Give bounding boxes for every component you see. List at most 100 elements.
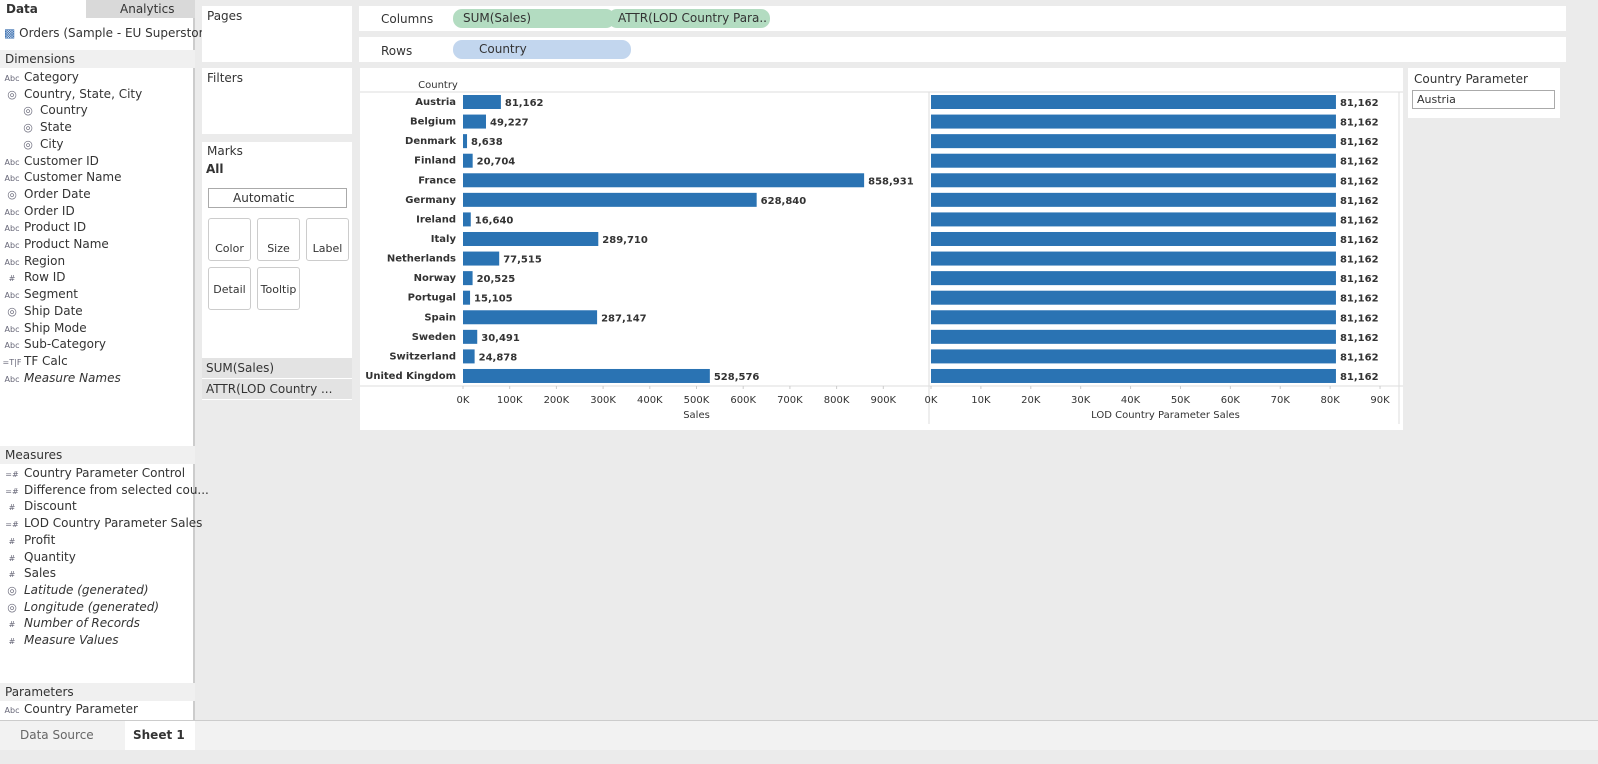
- field[interactable]: Abc Country Parameter: [0, 701, 138, 718]
- x-tick-label: 900K: [870, 395, 896, 406]
- field[interactable]: # Profit: [0, 532, 56, 549]
- field[interactable]: =T|F TF Calc: [0, 353, 68, 370]
- field[interactable]: ◎ Longitude (generated): [0, 599, 159, 616]
- value-label: 81,162: [1340, 333, 1379, 344]
- row-label: France: [418, 175, 456, 186]
- parameter-dropdown[interactable]: Austria: [1412, 90, 1555, 109]
- mark-card-field[interactable]: ATTR(LOD Country ...: [202, 379, 352, 399]
- field[interactable]: Abc Product ID: [0, 219, 87, 236]
- field[interactable]: Abc Measure Names: [0, 370, 121, 387]
- tab[interactable]: Sheet 1: [125, 721, 195, 750]
- field[interactable]: ◎ Country: [0, 102, 88, 119]
- field[interactable]: =# LOD Country Parameter Sales: [0, 515, 202, 532]
- mark-type-dropdown[interactable]: Automatic: [208, 188, 347, 208]
- field[interactable]: # Row ID: [0, 269, 66, 286]
- value-label: 858,931: [868, 176, 914, 187]
- field[interactable]: Abc Sub-Category: [0, 336, 106, 353]
- bar: [463, 212, 471, 227]
- value-label: 81,162: [1340, 274, 1379, 285]
- field-icon: ◎: [23, 104, 33, 118]
- tab[interactable]: Data Source: [20, 728, 94, 742]
- value-label: 8,638: [471, 137, 503, 148]
- value-label: 81,162: [1340, 313, 1379, 324]
- field[interactable]: Abc Order ID: [0, 203, 75, 220]
- tab[interactable]: Data: [0, 0, 86, 18]
- field[interactable]: ◎ Country, State, City: [0, 86, 142, 103]
- pill[interactable]: SUM(Sales): [453, 9, 615, 28]
- field[interactable]: =# Country Parameter Control: [0, 465, 185, 482]
- field[interactable]: ◎ Ship Date: [0, 303, 83, 320]
- x-tick-label: 70K: [1271, 395, 1291, 406]
- bar: [931, 290, 1336, 305]
- tab[interactable]: Analytics: [120, 2, 175, 16]
- field[interactable]: ◎ City: [0, 136, 63, 153]
- value-label: 30,491: [481, 333, 520, 344]
- field-name: TF Calc: [24, 353, 68, 368]
- filters-shelf[interactable]: Filters: [202, 68, 352, 134]
- field-icon: #: [8, 274, 16, 284]
- field-name: Country: [40, 103, 88, 118]
- field[interactable]: # Quantity: [0, 549, 76, 566]
- pages-shelf[interactable]: Pages: [202, 6, 352, 62]
- field-icon: ◎: [7, 304, 17, 318]
- bar: [931, 329, 1336, 344]
- row-label: Italy: [431, 234, 457, 245]
- field[interactable]: # Measure Values: [0, 632, 119, 649]
- bar: [931, 368, 1336, 383]
- bar: [931, 231, 1336, 246]
- value-label: 287,147: [601, 313, 647, 324]
- columns-shelf: Columns SUM(Sales) ATTR(LOD Country Para…: [359, 6, 1566, 31]
- field-name: Country, State, City: [24, 86, 143, 101]
- bar: [463, 349, 475, 364]
- x-tick-label: 0K: [925, 395, 938, 406]
- mark-button[interactable]: Detail: [208, 267, 251, 310]
- field[interactable]: Abc Customer Name: [0, 169, 122, 186]
- marks-all[interactable]: All: [206, 162, 224, 176]
- field[interactable]: # Number of Records: [0, 615, 140, 632]
- mark-button[interactable]: Label: [306, 218, 349, 261]
- pill[interactable]: ATTR(LOD Country Para..: [608, 9, 770, 28]
- x-tick-label: 20K: [1021, 395, 1041, 406]
- field[interactable]: Abc Region: [0, 253, 66, 270]
- x-axis-title: LOD Country Parameter Sales: [1091, 410, 1240, 421]
- x-tick-label: 400K: [637, 395, 663, 406]
- value-label: 49,227: [490, 118, 529, 129]
- field[interactable]: ◎ Order Date: [0, 186, 90, 203]
- field[interactable]: # Sales: [0, 565, 56, 582]
- field[interactable]: Abc Segment: [0, 286, 78, 303]
- field[interactable]: Abc Ship Mode: [0, 320, 87, 337]
- mark-card-field[interactable]: SUM(Sales): [202, 358, 352, 378]
- mark-button[interactable]: Color: [208, 218, 251, 261]
- field-name: Ship Date: [24, 303, 83, 318]
- field-name: Region: [24, 253, 66, 268]
- x-tick-label: 90K: [1370, 395, 1390, 406]
- mark-button[interactable]: Size: [257, 218, 300, 261]
- bar: [463, 114, 486, 129]
- field[interactable]: Abc Customer ID: [0, 153, 99, 170]
- field[interactable]: # Discount: [0, 498, 77, 515]
- bar: [463, 251, 500, 266]
- mark-button-label: Tooltip: [260, 282, 297, 296]
- field-name: Sub-Category: [24, 337, 106, 352]
- value-label: 81,162: [1340, 255, 1379, 266]
- field-icon: Abc: [4, 374, 20, 384]
- pill[interactable]: Country: [453, 40, 631, 59]
- field-name: Country Parameter Control: [24, 466, 186, 480]
- bar: [931, 251, 1336, 266]
- field-icon: Abc: [4, 324, 20, 334]
- field-icon: Abc: [4, 157, 20, 167]
- datasource[interactable]: ▩ Orders (Sample - EU Superstore): [4, 26, 216, 40]
- sheet-tabs: Data Source Sheet 1: [0, 720, 1598, 750]
- field[interactable]: Abc Category: [0, 69, 79, 86]
- mark-button[interactable]: Tooltip: [257, 267, 300, 310]
- x-tick-label: 0K: [457, 395, 470, 406]
- row-label: Ireland: [416, 214, 456, 225]
- field[interactable]: =# Difference from selected cou...: [0, 482, 209, 499]
- field[interactable]: ◎ Latitude (generated): [0, 582, 148, 599]
- field[interactable]: ◎ State: [0, 119, 72, 136]
- value-label: 628,840: [761, 196, 807, 207]
- bar: [931, 310, 1336, 325]
- field-name: Product ID: [24, 220, 87, 235]
- row-label: Belgium: [410, 117, 456, 128]
- field[interactable]: Abc Product Name: [0, 236, 109, 253]
